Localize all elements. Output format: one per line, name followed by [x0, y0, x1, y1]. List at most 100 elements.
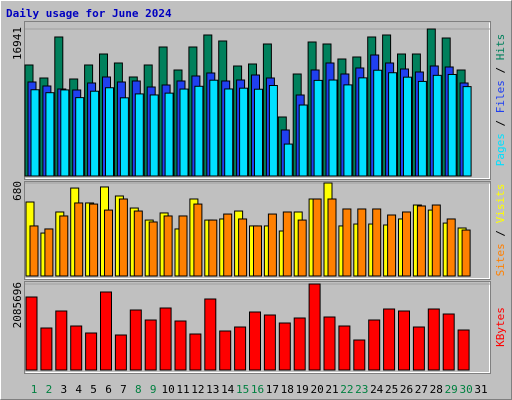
bar	[298, 104, 308, 177]
y-tick-label: 680	[11, 181, 24, 201]
bar	[249, 311, 261, 371]
x-tick-label: 25	[385, 383, 398, 396]
bar	[373, 69, 383, 177]
bar	[462, 86, 472, 177]
bar	[55, 310, 68, 371]
bar	[29, 225, 39, 277]
bar	[368, 319, 381, 371]
legend: Sites / Visits	[494, 184, 507, 277]
bar	[44, 228, 54, 277]
bar	[60, 89, 70, 177]
bar	[283, 143, 293, 177]
bar	[209, 79, 219, 177]
bar	[75, 97, 85, 177]
bar	[144, 319, 157, 371]
bar	[313, 79, 323, 177]
x-tick-label: 21	[325, 383, 338, 396]
x-tick-label: 10	[161, 383, 174, 396]
bar	[104, 209, 113, 277]
bar	[312, 198, 322, 277]
bar	[89, 203, 99, 277]
bar	[358, 77, 368, 177]
bar	[114, 334, 127, 371]
panel-bevel	[25, 182, 490, 279]
legend-separator: /	[494, 120, 507, 127]
bar	[90, 90, 100, 177]
bar	[208, 219, 218, 277]
bar	[267, 213, 277, 277]
bar	[194, 85, 204, 177]
bar	[219, 330, 232, 371]
bar	[383, 308, 396, 371]
bar	[431, 204, 441, 277]
bar	[159, 307, 172, 371]
bar	[327, 198, 337, 277]
bar	[263, 314, 276, 371]
bar	[372, 208, 382, 277]
bar	[342, 208, 352, 277]
bar	[129, 309, 142, 371]
x-tick-label: 11	[176, 383, 189, 396]
bar	[74, 202, 84, 277]
bar	[223, 213, 233, 277]
bar	[224, 88, 234, 177]
legend-entry: Pages	[494, 133, 507, 166]
bar	[427, 308, 440, 371]
x-tick-label: 16	[251, 383, 264, 396]
x-tick-label: 20	[310, 383, 323, 396]
bar	[148, 221, 158, 277]
bar	[446, 218, 456, 277]
x-tick-label: 19	[296, 383, 309, 396]
y-tick-label: 16941	[11, 27, 24, 60]
bar	[403, 76, 412, 177]
bar	[461, 229, 471, 277]
x-tick-label: 26	[400, 383, 413, 396]
bar	[234, 326, 247, 371]
legend-separator: /	[494, 230, 507, 237]
legend-entry: Files	[494, 80, 507, 113]
bar	[179, 88, 189, 177]
bar	[308, 283, 321, 371]
bar	[268, 84, 278, 177]
bar	[85, 332, 98, 371]
legend-entry: Hits	[494, 34, 507, 61]
x-tick-label: 22	[340, 383, 353, 396]
bar	[59, 215, 69, 277]
bar	[447, 73, 457, 177]
x-tick-label: 6	[105, 383, 112, 396]
bar	[204, 298, 217, 371]
bar	[412, 326, 425, 371]
x-tick-label: 1	[31, 383, 38, 396]
bar	[416, 205, 426, 277]
bar	[178, 215, 188, 277]
bar	[70, 325, 83, 371]
x-tick-label: 9	[150, 383, 157, 396]
x-tick-label: 30	[459, 383, 472, 396]
bar	[417, 80, 427, 177]
bar	[297, 219, 307, 277]
x-tick-label: 28	[430, 383, 443, 396]
x-tick-label: 15	[236, 383, 249, 396]
legend: KBytes	[494, 307, 507, 347]
bar	[387, 214, 397, 277]
bar	[45, 92, 55, 177]
panel-bevel	[25, 282, 490, 373]
bar	[278, 322, 291, 371]
bar	[254, 88, 263, 177]
x-tick-label: 24	[370, 383, 384, 396]
bar	[357, 208, 367, 277]
bar	[293, 317, 306, 371]
bar	[238, 218, 248, 277]
legend-entry: Visits	[494, 184, 507, 224]
legend: Pages / Files / Hits	[494, 34, 507, 167]
x-tick-label: 2	[46, 383, 53, 396]
bar	[253, 225, 262, 277]
x-tick-label: 3	[60, 383, 67, 396]
bar	[353, 339, 366, 371]
bar	[193, 203, 203, 277]
x-tick-label: 5	[90, 383, 97, 396]
bar	[149, 94, 159, 177]
x-tick-label: 8	[135, 383, 142, 396]
x-tick-label: 18	[281, 383, 294, 396]
x-tick-label: 4	[75, 383, 82, 396]
